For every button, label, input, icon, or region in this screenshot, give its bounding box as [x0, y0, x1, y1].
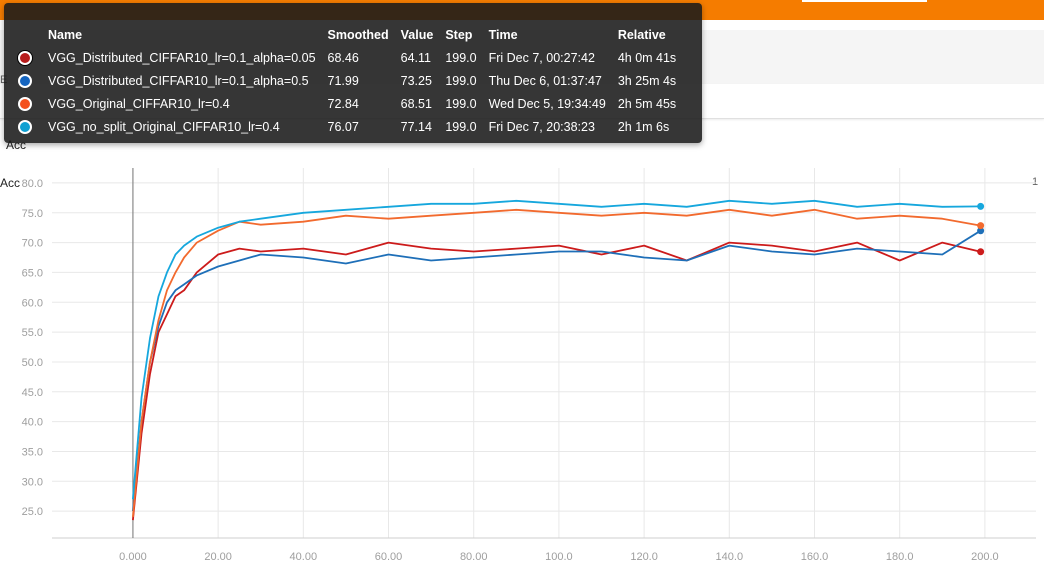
toolbar-button[interactable]	[802, 0, 927, 2]
tooltip-table: Name Smoothed Value Step Time Relative V…	[18, 24, 688, 138]
y-tick-label: 65.0	[22, 267, 43, 279]
run-color-dot-icon	[18, 119, 32, 134]
run-smoothed: 71.99	[327, 73, 359, 88]
acc-chart[interactable]: 25.0 30.0 35.0 40.0 45.0 50.0 55.0 60.0 65.0 70.0…	[0, 150, 1044, 566]
y-tick-label: 70.0	[22, 238, 43, 250]
x-tick-label: 0.000	[119, 551, 147, 563]
series-end-point	[977, 202, 985, 210]
x-tick-label: 120.0	[630, 551, 658, 563]
run-color-dot-icon	[18, 96, 32, 111]
header-name: Name	[48, 28, 83, 42]
run-swatch	[18, 69, 48, 92]
y-tick-label: 25.0	[22, 506, 43, 518]
swatch-header	[18, 24, 48, 46]
run-smoothed: 68.46	[327, 50, 359, 65]
series-line	[132, 208, 981, 518]
header-value: Value	[400, 28, 434, 42]
series-line	[132, 241, 981, 521]
run-time: Fri Dec 7, 20:38:23	[488, 119, 595, 134]
x-tick-label: 80.00	[460, 551, 488, 563]
x-tick-label: 180.0	[886, 551, 914, 563]
series-end-point	[977, 227, 985, 235]
run-value: 68.51	[400, 96, 432, 111]
run-time: Fri Dec 7, 00:27:42	[488, 50, 595, 65]
header-time: Time	[488, 28, 518, 42]
run-name: VGG_no_split_Original_CIFFAR10_lr=0.4	[48, 119, 280, 134]
run-value: 77.14	[400, 119, 432, 134]
tooltip-row: VGG_Distributed_CIFFAR10_lr=0.1_alpha=0.…	[18, 69, 688, 92]
card-header-label: Acc	[0, 176, 21, 190]
tooltip-row: VGG_Original_CIFFAR10_lr=0.4 72.84 68.51…	[18, 92, 688, 115]
header-smoothed: Smoothed	[327, 28, 389, 42]
x-tick-label: 100.0	[545, 551, 573, 563]
series-end-point	[977, 222, 985, 230]
run-smoothed: 72.84	[327, 96, 359, 111]
header-relative: Relative	[617, 28, 666, 42]
run-relative: 2h 5m 45s	[617, 96, 677, 111]
hover-tooltip: Name Smoothed Value Step Time Relative V…	[4, 3, 702, 143]
tooltip-row: VGG_Distributed_CIFFAR10_lr=0.1_alpha=0.…	[18, 46, 688, 69]
run-name: VGG_Original_CIFFAR10_lr=0.4	[48, 96, 230, 111]
tooltip-row: VGG_no_split_Original_CIFFAR10_lr=0.4 76…	[18, 115, 688, 138]
y-tick-label: 75.0	[22, 208, 43, 220]
run-time: Wed Dec 5, 19:34:49	[488, 96, 606, 111]
y-tick-label: 80.0	[22, 178, 43, 190]
run-swatch	[18, 46, 48, 69]
run-step: 199.0	[445, 96, 477, 111]
x-tick-label: 40.00	[290, 551, 318, 563]
y-tick-label: 45.0	[22, 387, 43, 399]
y-tick-label: 35.0	[22, 446, 43, 458]
run-relative: 4h 0m 41s	[617, 50, 677, 65]
y-tick-label: 40.0	[22, 417, 43, 429]
run-swatch	[18, 115, 48, 138]
run-step: 199.0	[445, 73, 477, 88]
series-line	[132, 229, 982, 512]
run-relative: 2h 1m 6s	[617, 119, 670, 134]
y-tick-label: 30.0	[22, 476, 43, 488]
run-color-dot-icon	[18, 50, 32, 65]
run-color-dot-icon	[18, 73, 32, 88]
row-edge-text: E	[0, 74, 7, 86]
series-line	[132, 199, 981, 500]
header-step: Step	[445, 28, 473, 42]
run-value: 73.25	[400, 73, 432, 88]
run-step: 199.0	[445, 50, 477, 65]
run-time: Thu Dec 6, 01:37:47	[488, 73, 602, 88]
card-count: 1	[1032, 176, 1039, 188]
x-tick-label: 140.0	[716, 551, 744, 563]
tooltip-header-row: Name Smoothed Value Step Time Relative	[18, 24, 688, 46]
x-tick-label: 200.0	[971, 551, 999, 563]
run-name: VGG_Distributed_CIFFAR10_lr=0.1_alpha=0.…	[48, 50, 316, 65]
run-step: 199.0	[445, 119, 477, 134]
run-relative: 3h 25m 4s	[617, 73, 677, 88]
y-tick-label: 50.0	[22, 357, 43, 369]
series-end-point	[977, 248, 985, 256]
run-swatch	[18, 92, 48, 115]
x-tick-label: 60.00	[375, 551, 403, 563]
x-tick-label: 20.00	[204, 551, 232, 563]
y-tick-label: 55.0	[22, 327, 43, 339]
run-name: VGG_Distributed_CIFFAR10_lr=0.1_alpha=0.…	[48, 73, 309, 88]
y-tick-label: 60.0	[22, 297, 43, 309]
run-value: 64.11	[400, 50, 431, 65]
x-tick-label: 160.0	[801, 551, 829, 563]
run-smoothed: 76.07	[327, 119, 359, 134]
